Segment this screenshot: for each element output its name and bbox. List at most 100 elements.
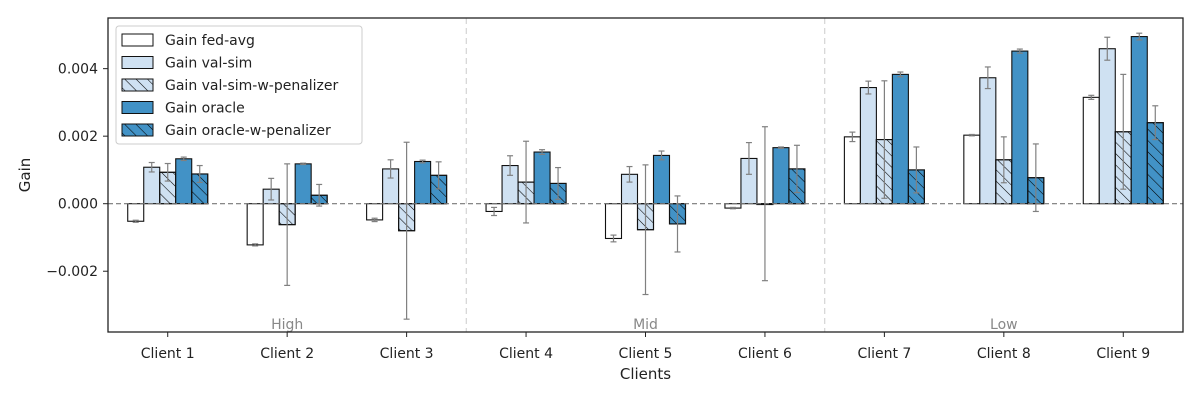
- error-bar: [491, 206, 498, 217]
- legend-label: Gain oracle-w-penalizer: [165, 123, 331, 139]
- error-bar: [252, 243, 259, 247]
- error-bar: [403, 141, 410, 320]
- x-tick-label: Client 7: [857, 346, 911, 362]
- error-bar: [1000, 136, 1007, 184]
- legend-label: Gain oracle: [165, 101, 245, 117]
- error-bar: [316, 183, 323, 207]
- error-bar: [658, 150, 665, 161]
- bar: [294, 163, 312, 205]
- bar: [246, 203, 264, 246]
- legend-swatch: [121, 33, 154, 47]
- y-tick-label: 0.002: [58, 129, 98, 145]
- bar: [979, 77, 997, 205]
- bar: [127, 203, 145, 222]
- error-bar: [284, 163, 291, 287]
- error-bar: [984, 66, 991, 90]
- bars-layer: [127, 36, 1164, 246]
- legend-item: Gain val-sim: [121, 56, 252, 72]
- bar: [1011, 50, 1029, 205]
- error-bar: [419, 159, 426, 164]
- bar: [1082, 96, 1100, 205]
- bar: [1098, 48, 1116, 205]
- x-tick-label: Client 8: [977, 346, 1031, 362]
- legend-item: Gain oracle: [121, 101, 245, 117]
- bar: [963, 134, 981, 205]
- error-bar: [387, 159, 394, 179]
- error-bar: [539, 149, 546, 156]
- x-tick-label: Client 1: [141, 346, 195, 362]
- group-label: High: [271, 317, 303, 333]
- error-bar: [164, 162, 171, 182]
- error-bar: [268, 177, 275, 201]
- x-tick-label: Client 9: [1096, 346, 1150, 362]
- error-bar: [523, 140, 530, 224]
- error-bar: [132, 219, 139, 223]
- bar: [143, 166, 161, 205]
- group-label: Mid: [633, 317, 658, 333]
- legend-item: Gain fed-avg: [121, 33, 255, 49]
- bar: [414, 160, 432, 205]
- group-label: Low: [990, 317, 1018, 333]
- error-bar: [642, 164, 649, 296]
- error-bar: [1104, 36, 1111, 61]
- y-tick-label: 0.004: [58, 62, 98, 78]
- bar: [604, 203, 623, 240]
- error-bar: [849, 131, 856, 143]
- bar: [366, 203, 384, 221]
- error-bar: [729, 206, 736, 210]
- bar: [843, 136, 861, 205]
- error-bar: [371, 217, 378, 223]
- error-bar: [148, 161, 155, 173]
- error-bar: [968, 133, 975, 137]
- legend-label: Gain val-sim: [165, 56, 252, 72]
- y-axis: −0.002 0.000 0.002 0.004: [46, 62, 108, 280]
- bar: [1130, 36, 1148, 205]
- legend-label: Gain fed-avg: [165, 33, 255, 49]
- error-bar: [793, 144, 800, 194]
- legend-box: [115, 25, 363, 145]
- legend-item: Gain val-sim-w-penalizer: [121, 78, 339, 94]
- group-labels: High Mid Low: [271, 317, 1018, 333]
- bar: [772, 147, 790, 205]
- error-bar: [1152, 105, 1159, 141]
- x-axis-label: Clients: [620, 365, 671, 383]
- y-tick-label: −0.002: [46, 264, 98, 280]
- bar: [891, 73, 909, 205]
- error-bar: [180, 156, 187, 162]
- x-axis: Client 1 Client 2 Client 3 Client 4 Client 5…: [141, 332, 1150, 362]
- error-bar: [196, 164, 203, 184]
- error-bar: [507, 155, 514, 176]
- group-separators: [465, 18, 826, 332]
- error-bar: [745, 141, 752, 175]
- bar: [859, 87, 877, 205]
- legend-label: Gain val-sim-w-penalizer: [165, 78, 339, 94]
- x-tick-label: Client 2: [260, 346, 314, 362]
- error-bar: [435, 161, 442, 190]
- x-tick-label: Client 3: [380, 346, 434, 362]
- error-bar: [1016, 48, 1023, 54]
- error-bar: [626, 165, 633, 183]
- error-bar: [674, 195, 681, 253]
- error-bars-layer: [132, 32, 1159, 320]
- legend-swatch: [121, 56, 154, 69]
- error-bar: [761, 126, 768, 282]
- x-tick-label: Client 5: [619, 346, 673, 362]
- x-tick-label: Client 6: [738, 346, 792, 362]
- error-bar: [897, 71, 904, 78]
- error-bar: [300, 162, 307, 166]
- error-bar: [913, 146, 920, 194]
- error-bar: [881, 80, 888, 199]
- error-bar: [777, 146, 784, 149]
- y-axis-label: Gain: [16, 158, 34, 193]
- error-bar: [1136, 32, 1143, 41]
- y-tick-label: 0.000: [58, 197, 98, 213]
- error-bar: [865, 80, 872, 95]
- legend-item: Gain oracle-w-penalizer: [121, 123, 331, 139]
- legend-swatch-hatch: [121, 123, 154, 137]
- error-bar: [1120, 73, 1127, 190]
- error-bar: [555, 166, 562, 200]
- bar: [652, 154, 671, 205]
- bar: [533, 151, 551, 205]
- legend: Gain fed-avg Gain val-sim Gain val-sim-w-p…: [115, 25, 363, 145]
